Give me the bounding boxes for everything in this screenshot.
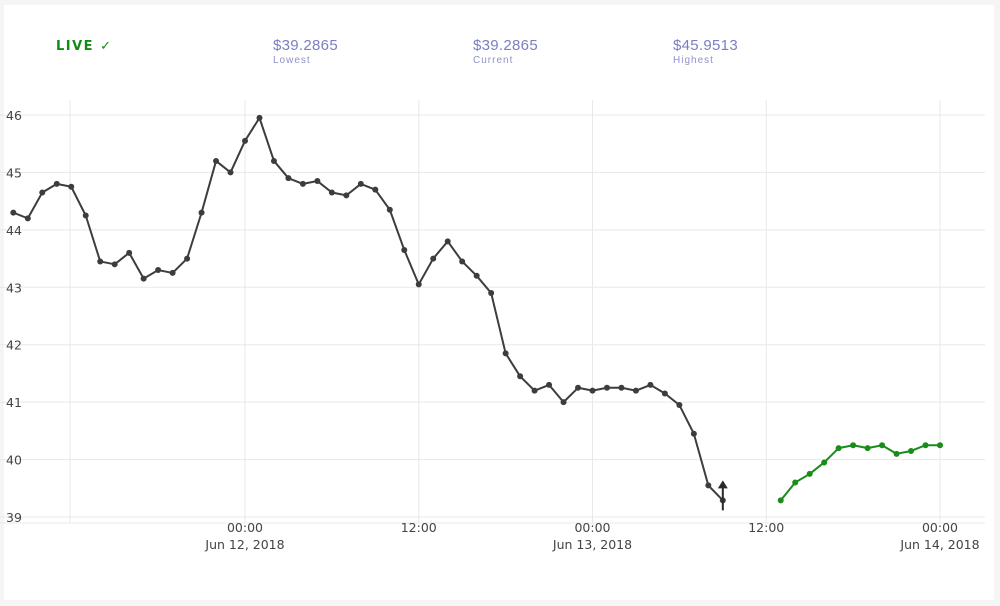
series-point-0 [473, 272, 480, 279]
y-tick-label: 46 [6, 108, 22, 123]
series-point-1 [850, 442, 857, 449]
series-point-0 [155, 267, 162, 274]
series-point-0 [647, 381, 654, 388]
series-point-0 [618, 384, 625, 391]
series-point-0 [24, 215, 31, 222]
series-point-0 [10, 209, 17, 216]
x-tick-label: 12:00 [401, 520, 437, 535]
y-tick-label: 42 [6, 338, 22, 353]
series-point-0 [184, 255, 191, 262]
series-point-0 [68, 183, 75, 190]
series-point-0 [242, 137, 248, 144]
series-point-0 [705, 482, 712, 489]
y-tick-label: 39 [6, 510, 22, 525]
series-point-0 [502, 350, 509, 357]
series-point-0 [690, 430, 697, 437]
series-point-0 [111, 261, 118, 268]
live-indicator: LIVE ✓ [56, 39, 113, 54]
stat-current-value: $39.2865 [473, 37, 538, 54]
series-point-0 [603, 384, 610, 391]
series-point-0 [546, 381, 553, 388]
series-point-0 [82, 212, 89, 219]
series-point-0 [227, 169, 234, 176]
chart-card: LIVE ✓ $39.2865 Lowest $39.2865 Current … [4, 5, 994, 600]
stat-current-label: Current [473, 55, 514, 66]
series-point-1 [835, 445, 842, 452]
x-tick-label: 00:00 [574, 520, 610, 535]
series-point-1 [777, 497, 784, 504]
stat-current: $39.2865 Current [473, 37, 538, 67]
x-tick-sublabel: Jun 13, 2018 [552, 537, 632, 552]
y-tick-label: 41 [6, 395, 22, 410]
series-point-0 [140, 275, 147, 282]
series-point-0 [632, 387, 639, 394]
series-point-0 [488, 290, 495, 297]
series-point-0 [415, 281, 422, 288]
y-tick-label: 44 [6, 223, 22, 238]
series-point-1 [879, 442, 886, 449]
series-point-0 [270, 157, 277, 164]
x-tick-label: 00:00 [922, 520, 958, 535]
series-point-0 [517, 373, 524, 380]
series-point-0 [444, 238, 451, 245]
stat-highest-value: $45.9513 [673, 37, 738, 54]
stat-highest: $45.9513 Highest [673, 37, 738, 67]
series-point-0 [575, 384, 582, 391]
series-point-0 [198, 209, 205, 216]
x-tick-label: 12:00 [748, 520, 784, 535]
series-point-0 [386, 206, 393, 213]
series-line-1 [779, 444, 940, 501]
series-point-0 [169, 269, 176, 276]
series-point-0 [531, 387, 538, 394]
series-point-1 [908, 447, 915, 454]
series-point-0 [401, 246, 408, 253]
x-tick-sublabel: Jun 12, 2018 [204, 537, 284, 552]
stat-lowest-value: $39.2865 [273, 37, 338, 54]
x-tick-sublabel: Jun 14, 2018 [899, 537, 979, 552]
series-point-0 [589, 387, 596, 394]
stat-lowest-label: Lowest [273, 55, 311, 66]
series-point-0 [299, 180, 306, 187]
series-point-0 [53, 180, 60, 187]
series-point-0 [343, 192, 350, 199]
series-point-1 [937, 442, 943, 449]
series-point-0 [357, 180, 364, 187]
y-tick-label: 45 [6, 165, 22, 180]
current-marker-arrow-icon [717, 480, 728, 489]
y-tick-label: 40 [6, 453, 22, 468]
series-point-1 [864, 445, 871, 452]
stats-bar: LIVE ✓ $39.2865 Lowest $39.2865 Current … [4, 5, 994, 85]
y-tick-label: 43 [6, 280, 22, 295]
series-point-1 [922, 442, 929, 449]
series-point-1 [806, 470, 813, 477]
series-point-0 [126, 249, 133, 256]
series-point-0 [213, 157, 220, 164]
series-point-1 [792, 479, 799, 486]
stat-highest-label: Highest [673, 55, 714, 66]
series-line-0 [12, 116, 724, 502]
series-point-0 [372, 186, 379, 193]
series-point-0 [39, 189, 46, 196]
series-point-0 [97, 258, 104, 265]
series-point-0 [661, 390, 668, 397]
series-point-0 [256, 114, 263, 121]
series-point-0 [285, 175, 292, 182]
series-point-0 [676, 402, 683, 409]
series-point-0 [459, 258, 466, 265]
series-point-0 [314, 178, 321, 185]
stat-lowest: $39.2865 Lowest [273, 37, 338, 67]
series-point-0 [560, 399, 567, 406]
series-point-0 [328, 189, 335, 196]
series-point-0 [430, 255, 437, 262]
x-tick-label: 00:00 [227, 520, 263, 535]
series-point-1 [893, 450, 900, 457]
series-point-1 [821, 459, 828, 466]
